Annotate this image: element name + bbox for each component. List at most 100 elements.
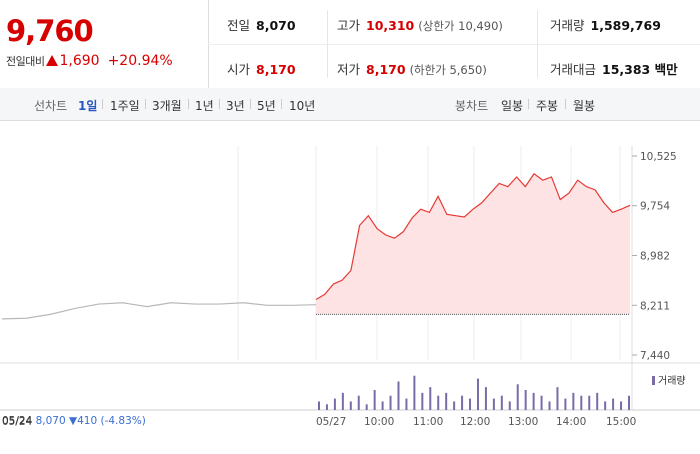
volume-bar <box>588 395 591 410</box>
volume-bar <box>341 392 344 410</box>
x-tick-label: 05/24 <box>2 416 33 428</box>
high-value: 10,310 <box>366 18 415 33</box>
trade-value-stat: 거래대금 15,383 백만 <box>550 59 678 78</box>
x-tick-label: 05/27 <box>316 416 346 428</box>
volume-bar <box>405 398 408 410</box>
chart-svg: 10,525 9,754 8,982 8,211 7,440 05/24 05/27 10:… <box>0 146 700 428</box>
high-label: 고가 <box>337 18 361 33</box>
volume-bar <box>373 390 376 410</box>
volume-bar <box>381 401 384 410</box>
stock-chart: 10,525 9,754 8,982 8,211 7,440 05/24 05/27 10:… <box>0 121 700 450</box>
x-tick-label: 11:00 <box>413 416 443 428</box>
low-stat: 저가 8,170 (하한가 5,650) <box>337 59 487 78</box>
tab-monthly-candle[interactable]: 월봉 <box>573 99 596 113</box>
volume-bar <box>580 395 583 410</box>
chart-period-tabs: 선차트 1일 1주일 3개월 1년 3년 5년 10년 봉차트 일봉 주봉 월봉 <box>0 88 700 121</box>
prev-close-label: 전일 <box>227 18 251 33</box>
trade-value-value: 15,383 백만 <box>602 62 678 77</box>
volume-bar <box>421 392 424 410</box>
candle-chart-label: 봉차트 <box>455 99 489 113</box>
change-value: 1,690 <box>59 53 100 69</box>
lower-limit: (하한가 5,650) <box>409 63 487 77</box>
volume-legend-label: 거래량 <box>658 376 686 387</box>
volume-legend: 거래량 <box>652 372 686 387</box>
prev-day-info: 05/24 8,070 ▼410 (-4.83%) <box>2 415 146 427</box>
upper-limit: (상한가 10,490) <box>418 19 503 33</box>
volume-bar <box>572 392 575 410</box>
volume-stat: 거래량 1,589,769 <box>550 15 661 34</box>
price-line <box>315 172 631 301</box>
volume-value: 1,589,769 <box>590 18 661 33</box>
divider <box>208 44 700 45</box>
y-tick-label: 7,440 <box>640 350 670 362</box>
price-area-fill <box>316 173 630 315</box>
volume-bar <box>365 404 368 410</box>
prev-day-close: 8,070 <box>35 415 66 427</box>
volume-bar <box>476 378 479 410</box>
volume-bar <box>548 401 551 410</box>
current-price: 9,760 <box>6 14 94 48</box>
y-tick-label: 8,982 <box>640 251 670 263</box>
y-tick-label: 8,211 <box>640 300 670 312</box>
volume-bar <box>437 395 440 410</box>
x-tick-label: 13:00 <box>508 416 538 428</box>
volume-bar <box>508 401 511 410</box>
volume-bar <box>596 392 599 410</box>
tab-weekly-candle[interactable]: 주봉 <box>536 99 559 113</box>
volume-bar <box>333 398 336 410</box>
volume-bar <box>620 401 623 410</box>
y-tick-label: 10,525 <box>640 151 677 163</box>
volume-bar <box>540 395 543 410</box>
tab-1day[interactable]: 1일 <box>78 99 98 113</box>
open-label: 시가 <box>227 62 251 77</box>
x-tick-label: 15:00 <box>606 416 636 428</box>
tab-daily-candle[interactable]: 일봉 <box>501 99 524 113</box>
y-tick-label: 9,754 <box>640 201 670 213</box>
tab-1week[interactable]: 1주일 <box>110 99 140 113</box>
volume-bar <box>492 398 495 410</box>
volume-bar <box>484 387 487 410</box>
volume-bar <box>453 401 456 410</box>
volume-bar <box>318 401 320 410</box>
tab-3months[interactable]: 3개월 <box>152 99 182 113</box>
volume-bar <box>556 387 559 410</box>
low-value: 8,170 <box>366 62 406 77</box>
quote-summary: 9,760 전일대비 1,690 +20.94% 전일 8,070 시가 8,170 고… <box>0 0 700 89</box>
open-stat: 시가 8,170 <box>227 59 296 78</box>
tab-5years[interactable]: 5년 <box>257 99 276 113</box>
tab-3years[interactable]: 3년 <box>226 99 245 113</box>
trade-value-label: 거래대금 <box>550 62 597 77</box>
volume-bar <box>532 392 535 410</box>
volume-bar <box>516 384 519 410</box>
volume-bar <box>349 401 352 410</box>
volume-bar <box>397 381 400 410</box>
high-stat: 고가 10,310 (상한가 10,490) <box>337 15 503 34</box>
volume-bar <box>564 398 567 410</box>
volume-bar <box>389 395 392 410</box>
volume-bar <box>604 401 607 410</box>
x-tick-label: 14:00 <box>556 416 586 428</box>
prev-day-pct: (-4.83%) <box>100 415 146 427</box>
volume-bar <box>628 395 630 410</box>
tab-10years[interactable]: 10년 <box>289 99 316 113</box>
volume-bar <box>524 390 527 410</box>
volume-bar <box>429 387 432 410</box>
prev-close-stat: 전일 8,070 <box>227 15 296 34</box>
up-triangle-icon <box>46 55 59 66</box>
low-label: 저가 <box>337 62 361 77</box>
prev-day-date: 05/24 <box>2 415 33 427</box>
prev-day-change: ▼410 <box>69 415 98 427</box>
tab-1year[interactable]: 1년 <box>195 99 214 113</box>
prev-close-value: 8,070 <box>256 18 296 33</box>
volume-bar <box>500 395 503 410</box>
prev-day-line <box>1 302 317 320</box>
x-tick-label: 10:00 <box>364 416 394 428</box>
volume-bar <box>445 392 448 410</box>
volume-bar <box>413 375 416 410</box>
change-row: 전일대비 1,690 +20.94% <box>6 53 173 69</box>
change-label: 전일대비 <box>6 55 45 68</box>
volume-bar <box>325 404 328 410</box>
x-tick-label: 12:00 <box>460 416 490 428</box>
open-value: 8,170 <box>256 62 296 77</box>
volume-bar <box>357 395 360 410</box>
